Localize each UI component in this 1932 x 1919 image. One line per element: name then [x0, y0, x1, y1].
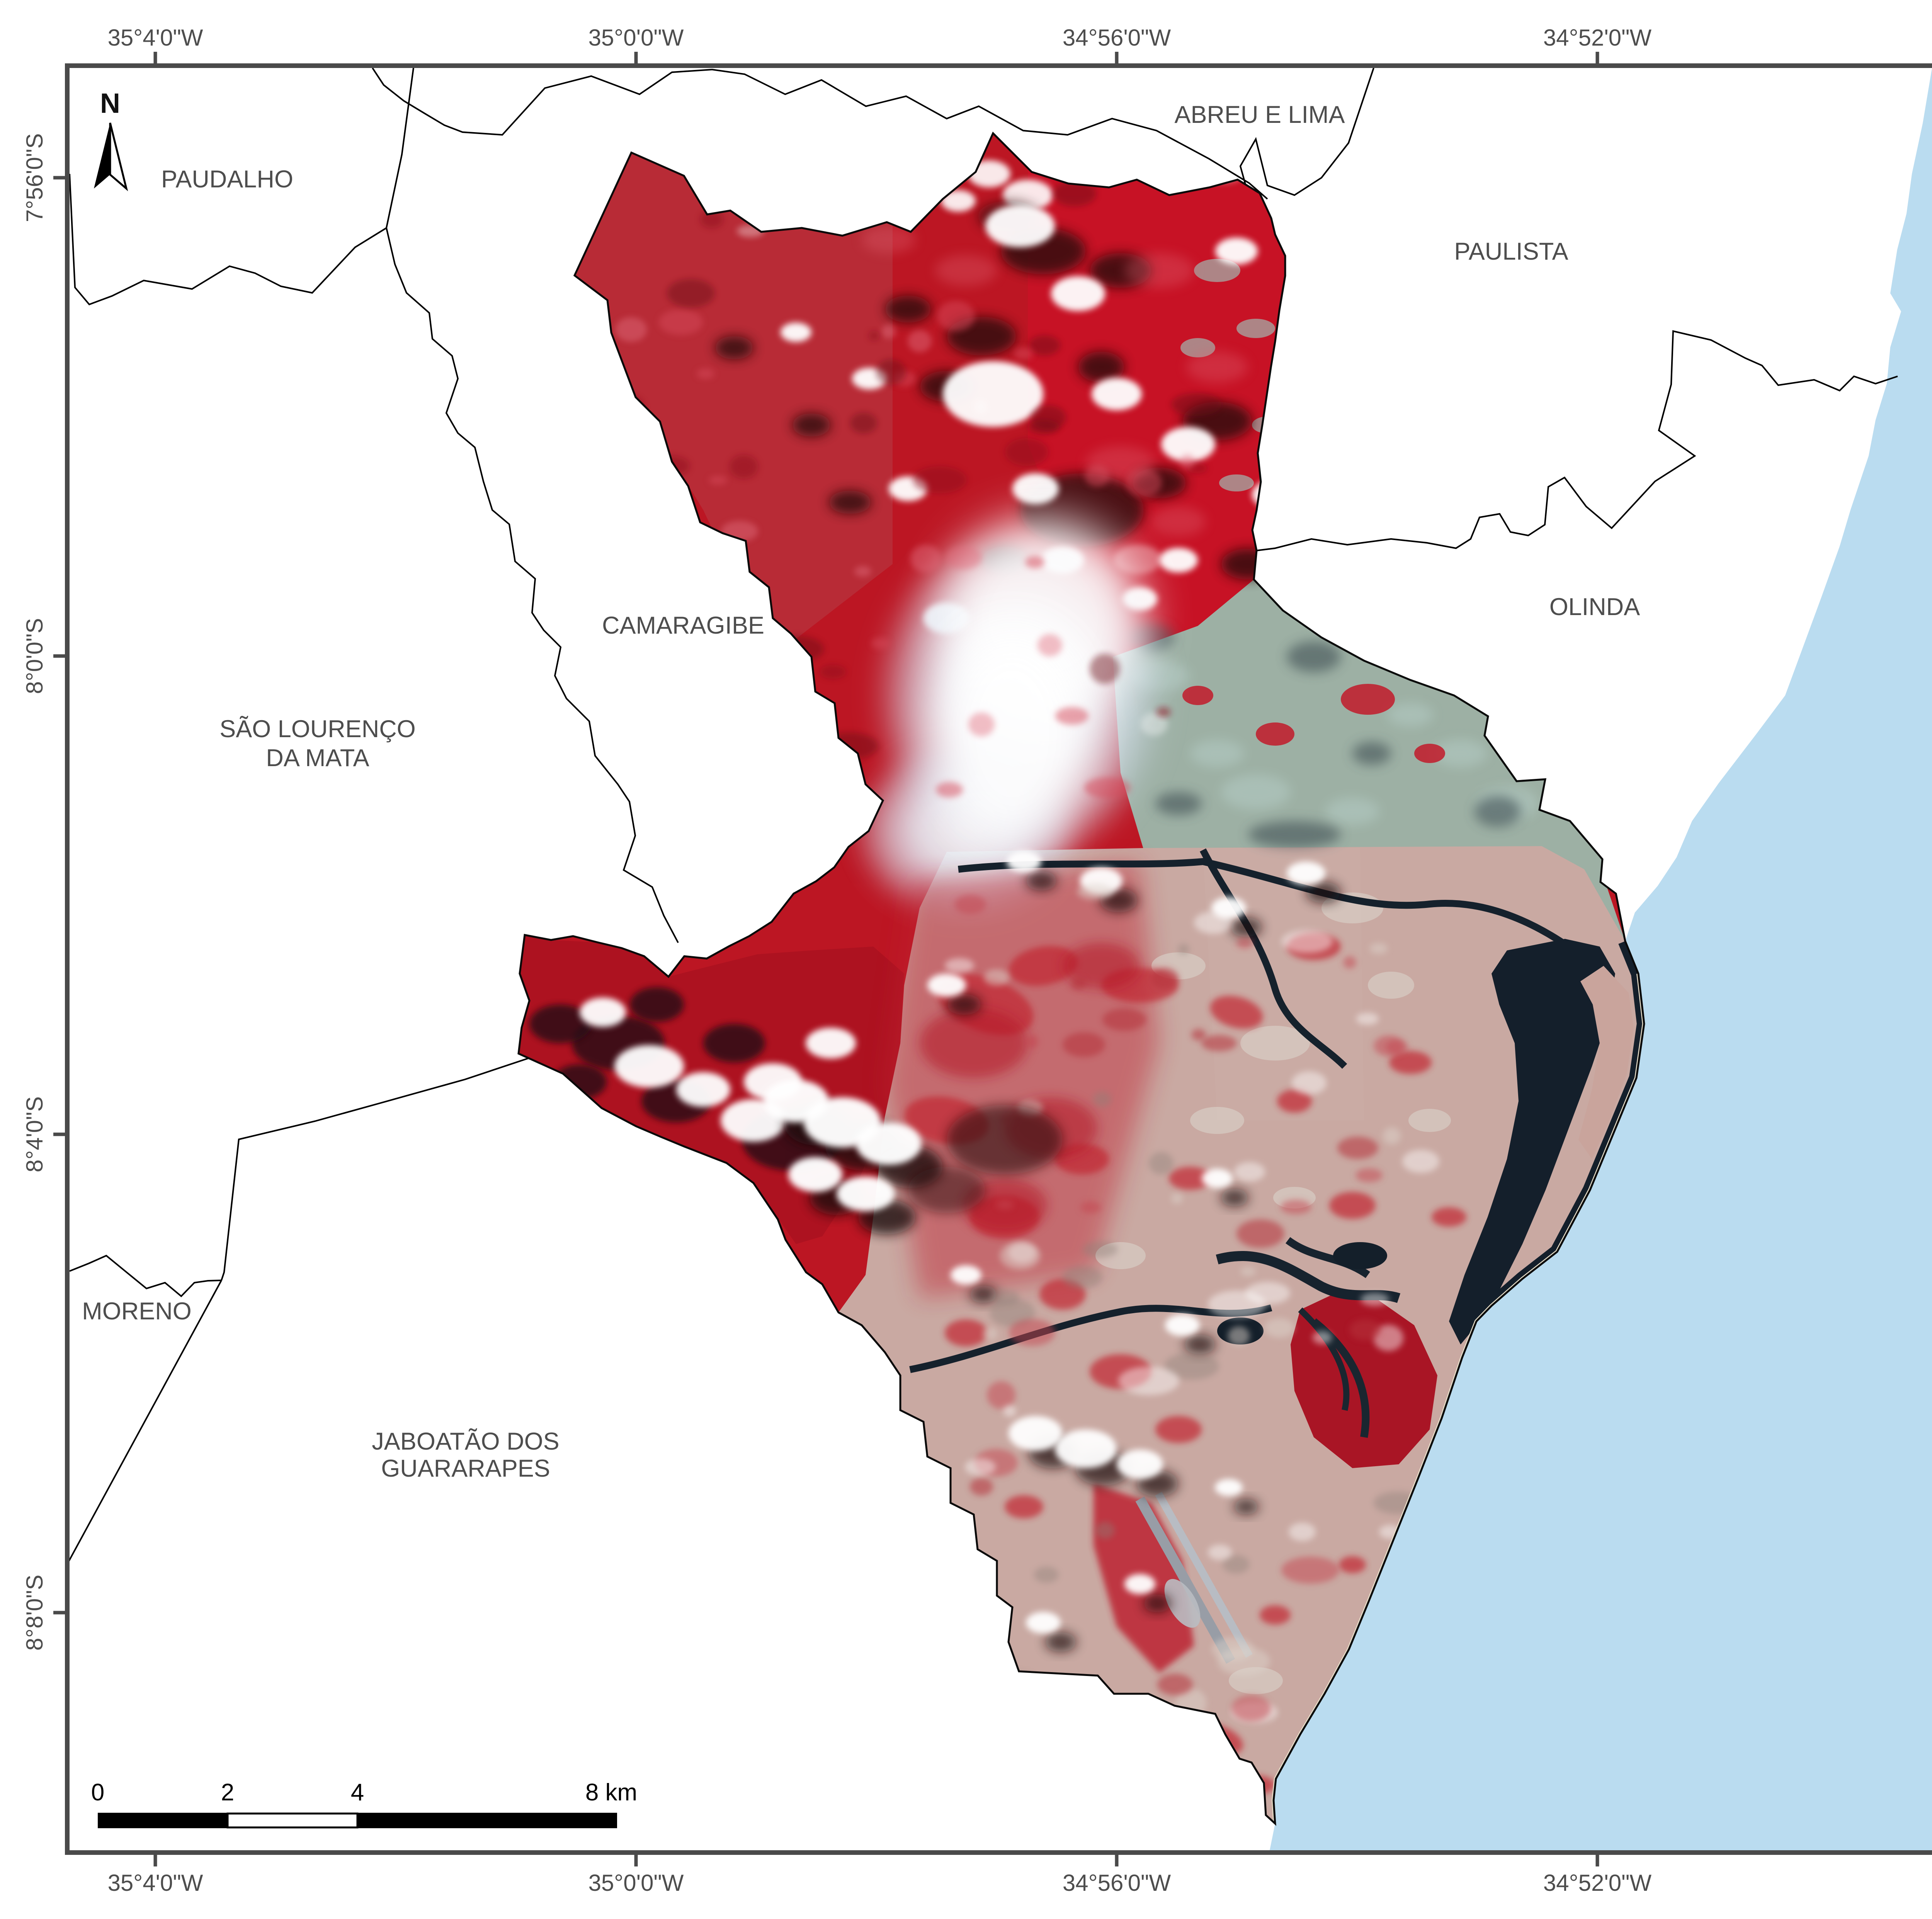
svg-text:GUARARAPES: GUARARAPES: [381, 1455, 550, 1482]
svg-text:35°4'0"W: 35°4'0"W: [108, 25, 203, 51]
svg-text:34°56'0"W: 34°56'0"W: [1063, 1870, 1171, 1896]
svg-text:8°0'0"S: 8°0'0"S: [22, 618, 48, 694]
svg-text:8°8'0"S: 8°8'0"S: [22, 1575, 48, 1651]
svg-text:8°4'0"S: 8°4'0"S: [22, 1096, 48, 1173]
svg-text:MORENO: MORENO: [82, 1298, 192, 1325]
svg-text:OLINDA: OLINDA: [1549, 593, 1640, 620]
svg-text:DA MATA: DA MATA: [266, 744, 369, 772]
svg-text:35°0'0"W: 35°0'0"W: [588, 1870, 684, 1896]
svg-text:7°56'0"S: 7°56'0"S: [22, 133, 48, 222]
svg-text:JABOATÃO DOS: JABOATÃO DOS: [372, 1428, 559, 1455]
svg-text:34°52'0"W: 34°52'0"W: [1543, 25, 1652, 51]
svg-text:N: N: [100, 88, 120, 119]
svg-text:35°4'0"W: 35°4'0"W: [108, 1870, 203, 1896]
svg-text:PAUDALHO: PAUDALHO: [161, 166, 293, 193]
svg-text:ABREU E LIMA: ABREU E LIMA: [1174, 101, 1345, 128]
svg-text:PAULISTA: PAULISTA: [1454, 238, 1568, 265]
svg-text:34°56'0"W: 34°56'0"W: [1063, 25, 1171, 51]
svg-text:8 km: 8 km: [585, 1779, 637, 1806]
svg-text:CAMARAGIBE: CAMARAGIBE: [602, 612, 764, 639]
svg-text:34°52'0"W: 34°52'0"W: [1543, 1870, 1652, 1896]
svg-text:0: 0: [91, 1779, 104, 1806]
svg-text:2: 2: [221, 1779, 234, 1806]
svg-text:35°0'0"W: 35°0'0"W: [588, 25, 684, 51]
svg-text:4: 4: [351, 1779, 364, 1806]
svg-text:SÃO LOURENÇO: SÃO LOURENÇO: [219, 716, 416, 743]
